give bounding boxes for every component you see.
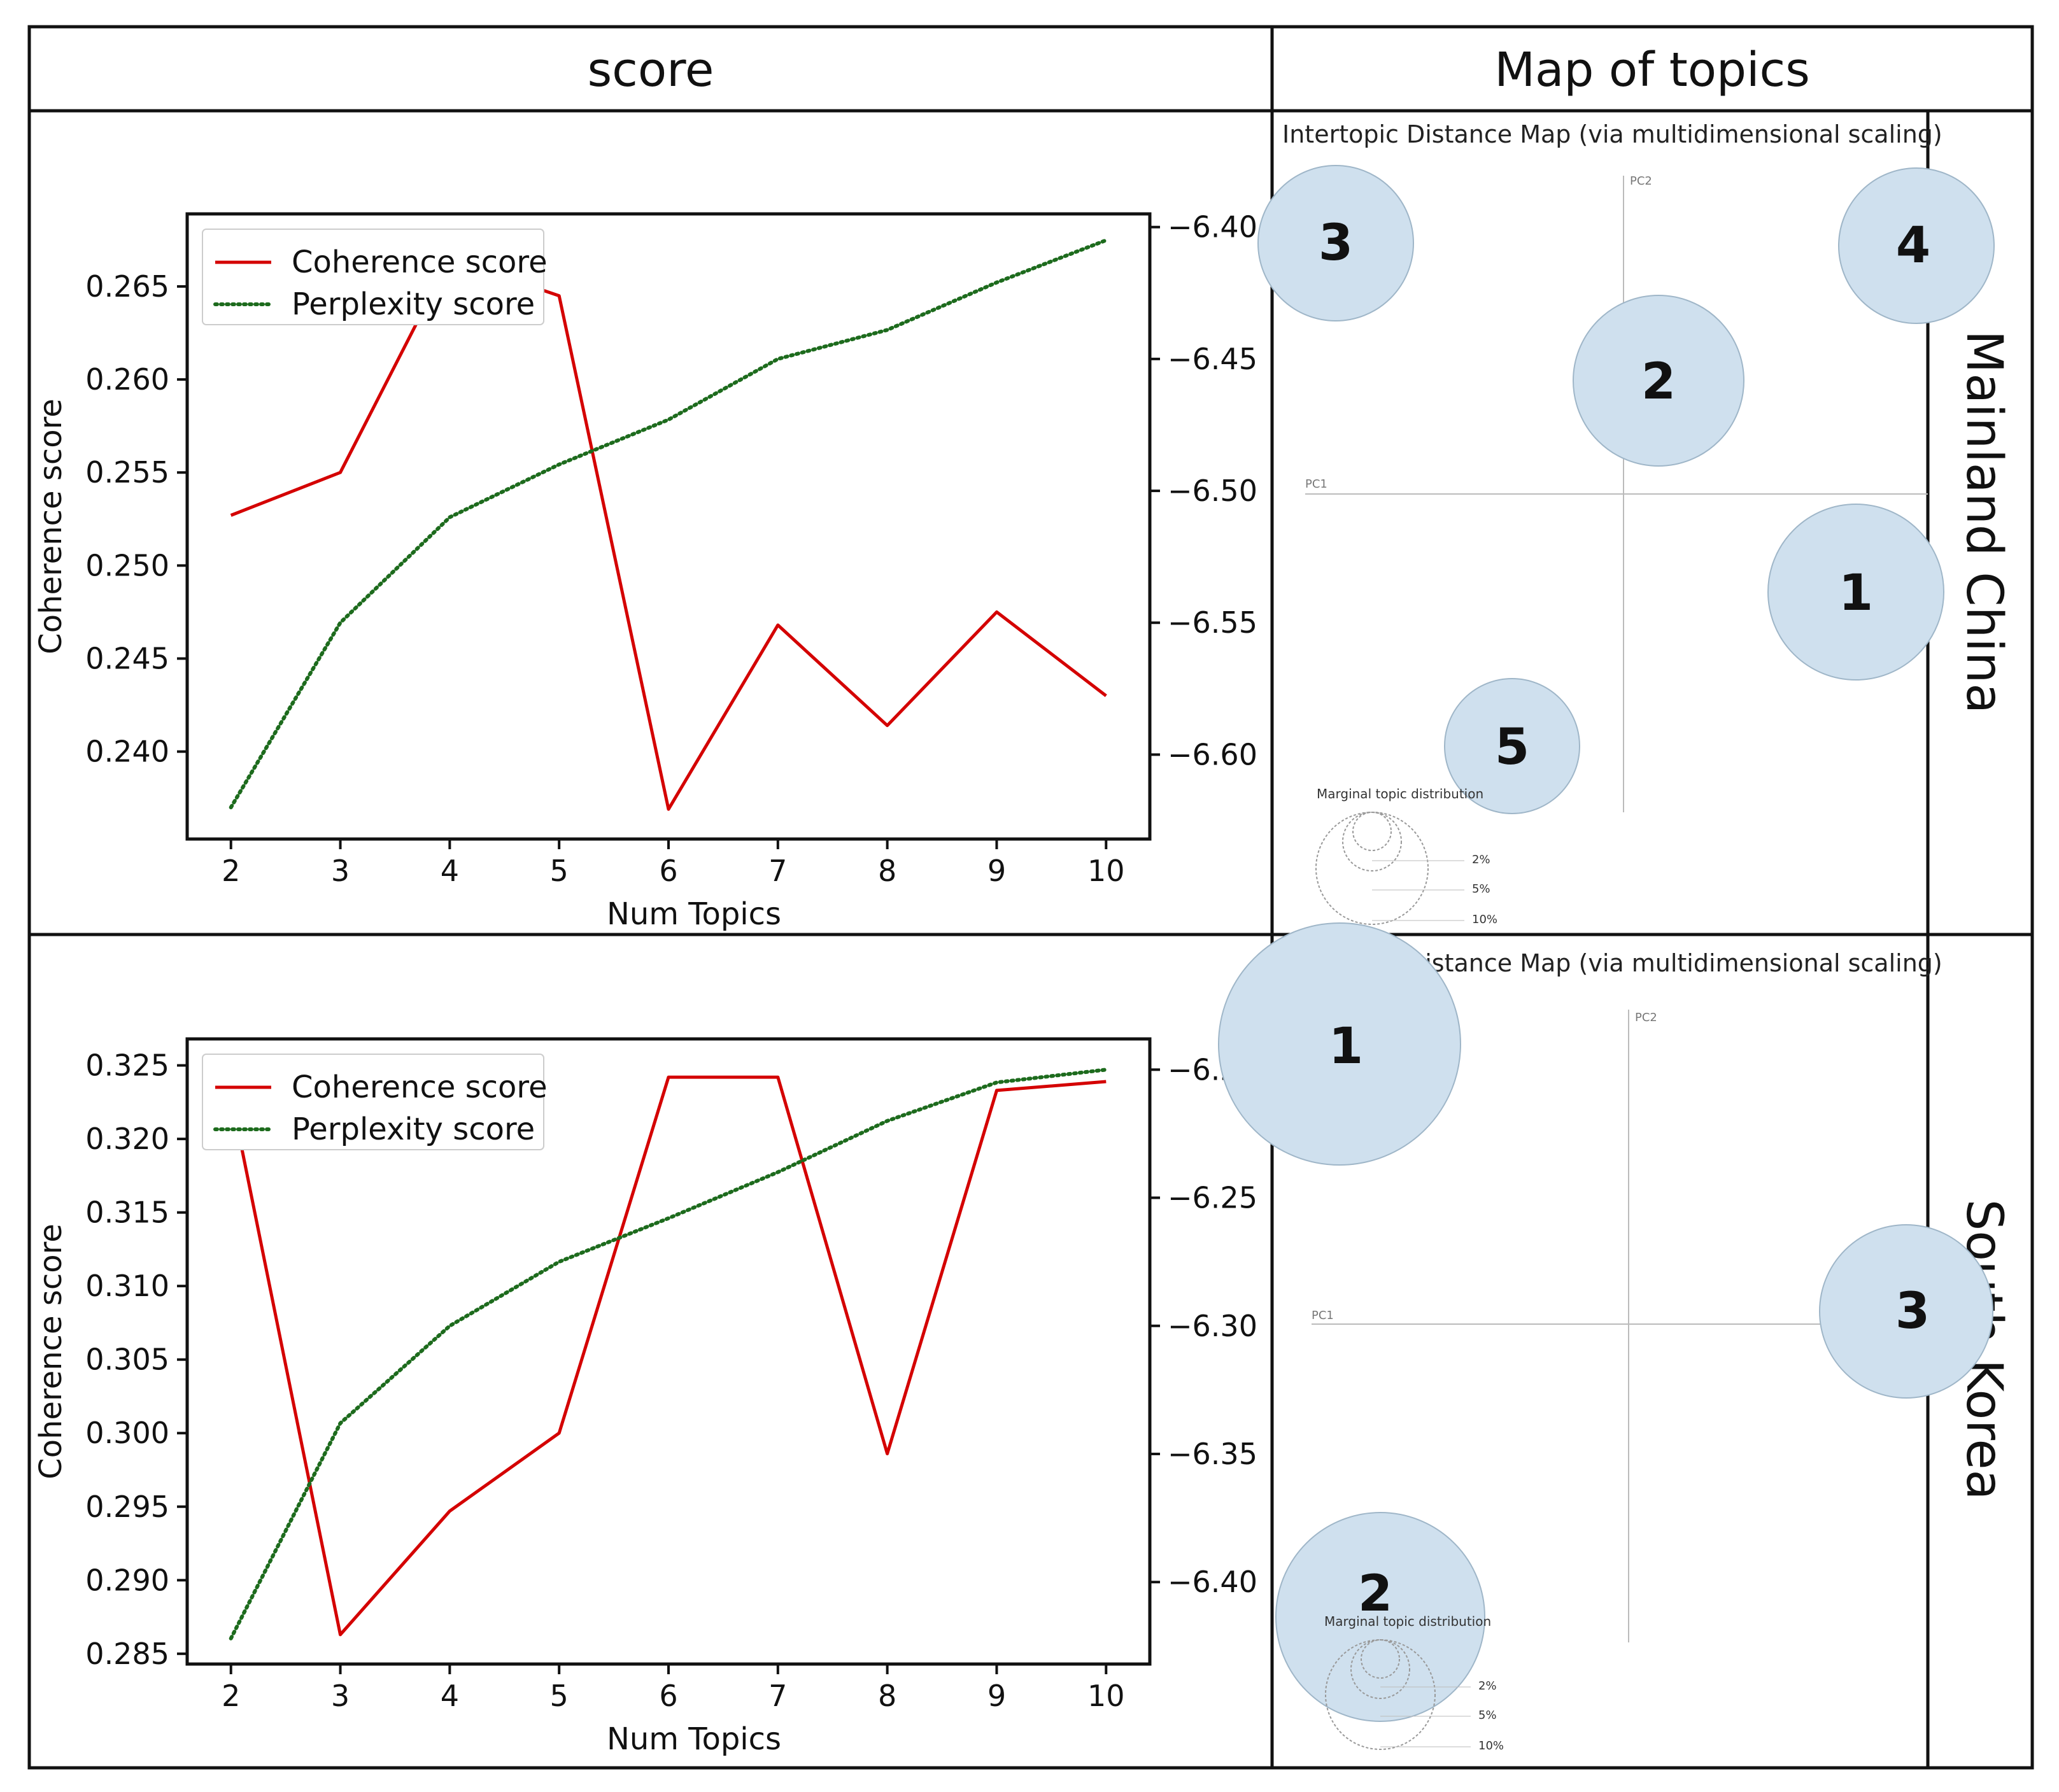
- topic-number: 2: [1358, 1565, 1392, 1623]
- legend: Coherence score Perplexity score: [202, 229, 548, 325]
- row-label-mainland-china: Mainland China: [1955, 330, 2013, 714]
- marginal-topic-legend: Marginal topic distribution 2% 5% 10%: [1324, 1614, 1504, 1753]
- topic-number: 1: [1329, 1018, 1363, 1075]
- chart-south-korea: 2 3 4 5 6 7 8 9 10 0.285 0.290 0.295 0.300 0.305 0.310…: [33, 1037, 1257, 1757]
- y2-tick-label: −6.45: [1168, 342, 1257, 376]
- coherence-line: [230, 257, 1107, 811]
- x-tick-label: 2: [222, 1679, 240, 1713]
- pc1-label: PC1: [1305, 477, 1327, 491]
- topic-bubble[interactable]: 5: [1444, 678, 1580, 814]
- y-tick-label: 0.310: [85, 1269, 169, 1303]
- topic-bubble[interactable]: 2: [1275, 1512, 1485, 1722]
- legend-coherence-label: Coherence score: [292, 1069, 548, 1105]
- x-tick-label: 4: [441, 1679, 459, 1713]
- legend-value: 5%: [1472, 882, 1490, 896]
- topic-number: 3: [1895, 1283, 1930, 1340]
- legend-value: 2%: [1478, 1679, 1497, 1693]
- y-tick-label: 0.315: [85, 1196, 169, 1230]
- topic-number: 4: [1896, 217, 1930, 274]
- y-tick-label: 0.290: [85, 1563, 169, 1597]
- topic-bubble[interactable]: 3: [1819, 1224, 1993, 1399]
- y-tick-label: 0.325: [85, 1048, 169, 1083]
- y2-tick-label: −6.30: [1168, 1309, 1257, 1343]
- legend-value: 10%: [1472, 913, 1497, 926]
- topic-bubble[interactable]: 1: [1218, 922, 1461, 1166]
- y-tick-label: 0.245: [85, 642, 169, 676]
- topic-number: 1: [1839, 565, 1873, 622]
- legend-perplexity-label: Perplexity score: [292, 1111, 535, 1147]
- y-tick-label: 0.265: [85, 269, 169, 304]
- x-tick-label: 3: [331, 1679, 350, 1713]
- legend-box: [202, 1054, 544, 1150]
- marginal-topic-legend: Marginal topic distribution 2% 5% 10%: [1315, 786, 1497, 926]
- pc1-label: PC1: [1312, 1309, 1334, 1322]
- topic-bubble[interactable]: 3: [1257, 165, 1414, 321]
- legend-value: 2%: [1472, 853, 1490, 866]
- y2-tick-label: −6.40: [1168, 210, 1257, 244]
- topic-number: 2: [1641, 353, 1676, 411]
- y2-tick-label: −6.35: [1168, 1437, 1257, 1471]
- pc2-label: PC2: [1635, 1011, 1657, 1024]
- x-tick-label: 7: [768, 854, 787, 888]
- map-header: Map of topics: [1494, 43, 1810, 97]
- y2-tick-label: −6.40: [1168, 1565, 1257, 1599]
- y-tick-label: 0.300: [85, 1416, 169, 1450]
- y-tick-label: 0.305: [85, 1343, 169, 1377]
- x-axis-label: Num Topics: [607, 896, 781, 932]
- topic-bubble[interactable]: 4: [1838, 167, 1995, 324]
- map-title: Intertopic Distance Map (via multidimens…: [1282, 120, 1942, 148]
- topic-number: 3: [1319, 215, 1353, 272]
- y-tick-label: 0.285: [85, 1637, 169, 1671]
- y2-tick-label: −6.60: [1168, 737, 1257, 772]
- y-tick-label: 0.295: [85, 1490, 169, 1524]
- x-tick-label: 6: [659, 1679, 677, 1713]
- legend-perplexity-label: Perplexity score: [292, 286, 535, 322]
- y-tick-label: 0.260: [85, 362, 169, 397]
- x-tick-label: 5: [550, 854, 569, 888]
- topic-bubble[interactable]: 2: [1573, 295, 1744, 467]
- y-axis-label: Coherence score: [33, 399, 69, 654]
- table-frame: [27, 25, 2034, 1770]
- x-tick-label: 10: [1087, 1679, 1125, 1713]
- y-tick-label: 0.250: [85, 548, 169, 582]
- legend-value: 5%: [1478, 1709, 1497, 1722]
- perplexity-line: [229, 1068, 1108, 1640]
- topic-number: 5: [1495, 719, 1529, 776]
- x-tick-label: 8: [878, 854, 896, 888]
- legend-title: Marginal topic distribution: [1317, 786, 1483, 801]
- x-tick-label: 6: [659, 854, 677, 888]
- x-tick-label: 8: [878, 1679, 896, 1713]
- x-tick-label: 5: [550, 1679, 569, 1713]
- x-axis-label: Num Topics: [607, 1721, 781, 1757]
- x-tick-label: 9: [987, 854, 1006, 888]
- y-tick-label: 0.320: [85, 1122, 169, 1156]
- chart-mainland-china: 2 3 4 5 6 7 8 9 10 0.240 0.245 0.250 0.255 0.260 0.265…: [33, 210, 1257, 932]
- topic-map-south-korea: Intertopic Distance Map (via multidimens…: [1218, 922, 1993, 1753]
- perplexity-line: [229, 238, 1108, 810]
- pc2-label: PC2: [1630, 174, 1652, 188]
- x-tick-label: 10: [1087, 854, 1125, 888]
- score-header: score: [588, 43, 714, 97]
- x-tick-label: 3: [331, 854, 350, 888]
- topic-map-mainland-china: Intertopic Distance Map (via multidimens…: [1257, 120, 1995, 926]
- x-tick-label: 2: [222, 854, 240, 888]
- x-tick-label: 4: [441, 854, 459, 888]
- y-axis-label: Coherence score: [33, 1224, 69, 1479]
- y2-tick-label: −6.25: [1168, 1181, 1257, 1215]
- legend-coherence-label: Coherence score: [292, 244, 548, 280]
- y-tick-label: 0.255: [85, 455, 169, 490]
- y2-tick-label: −6.50: [1168, 474, 1257, 508]
- topic-bubble[interactable]: 1: [1767, 504, 1944, 681]
- legend-title: Marginal topic distribution: [1324, 1614, 1491, 1629]
- coherence-line: [229, 1075, 1107, 1637]
- y2-tick-label: −6.55: [1168, 605, 1257, 640]
- legend-value: 10%: [1478, 1739, 1504, 1753]
- legend-box: [202, 229, 544, 325]
- x-tick-label: 7: [768, 1679, 787, 1713]
- legend: Coherence score Perplexity score: [202, 1054, 548, 1150]
- y-tick-label: 0.240: [85, 735, 169, 769]
- x-tick-label: 9: [987, 1679, 1006, 1713]
